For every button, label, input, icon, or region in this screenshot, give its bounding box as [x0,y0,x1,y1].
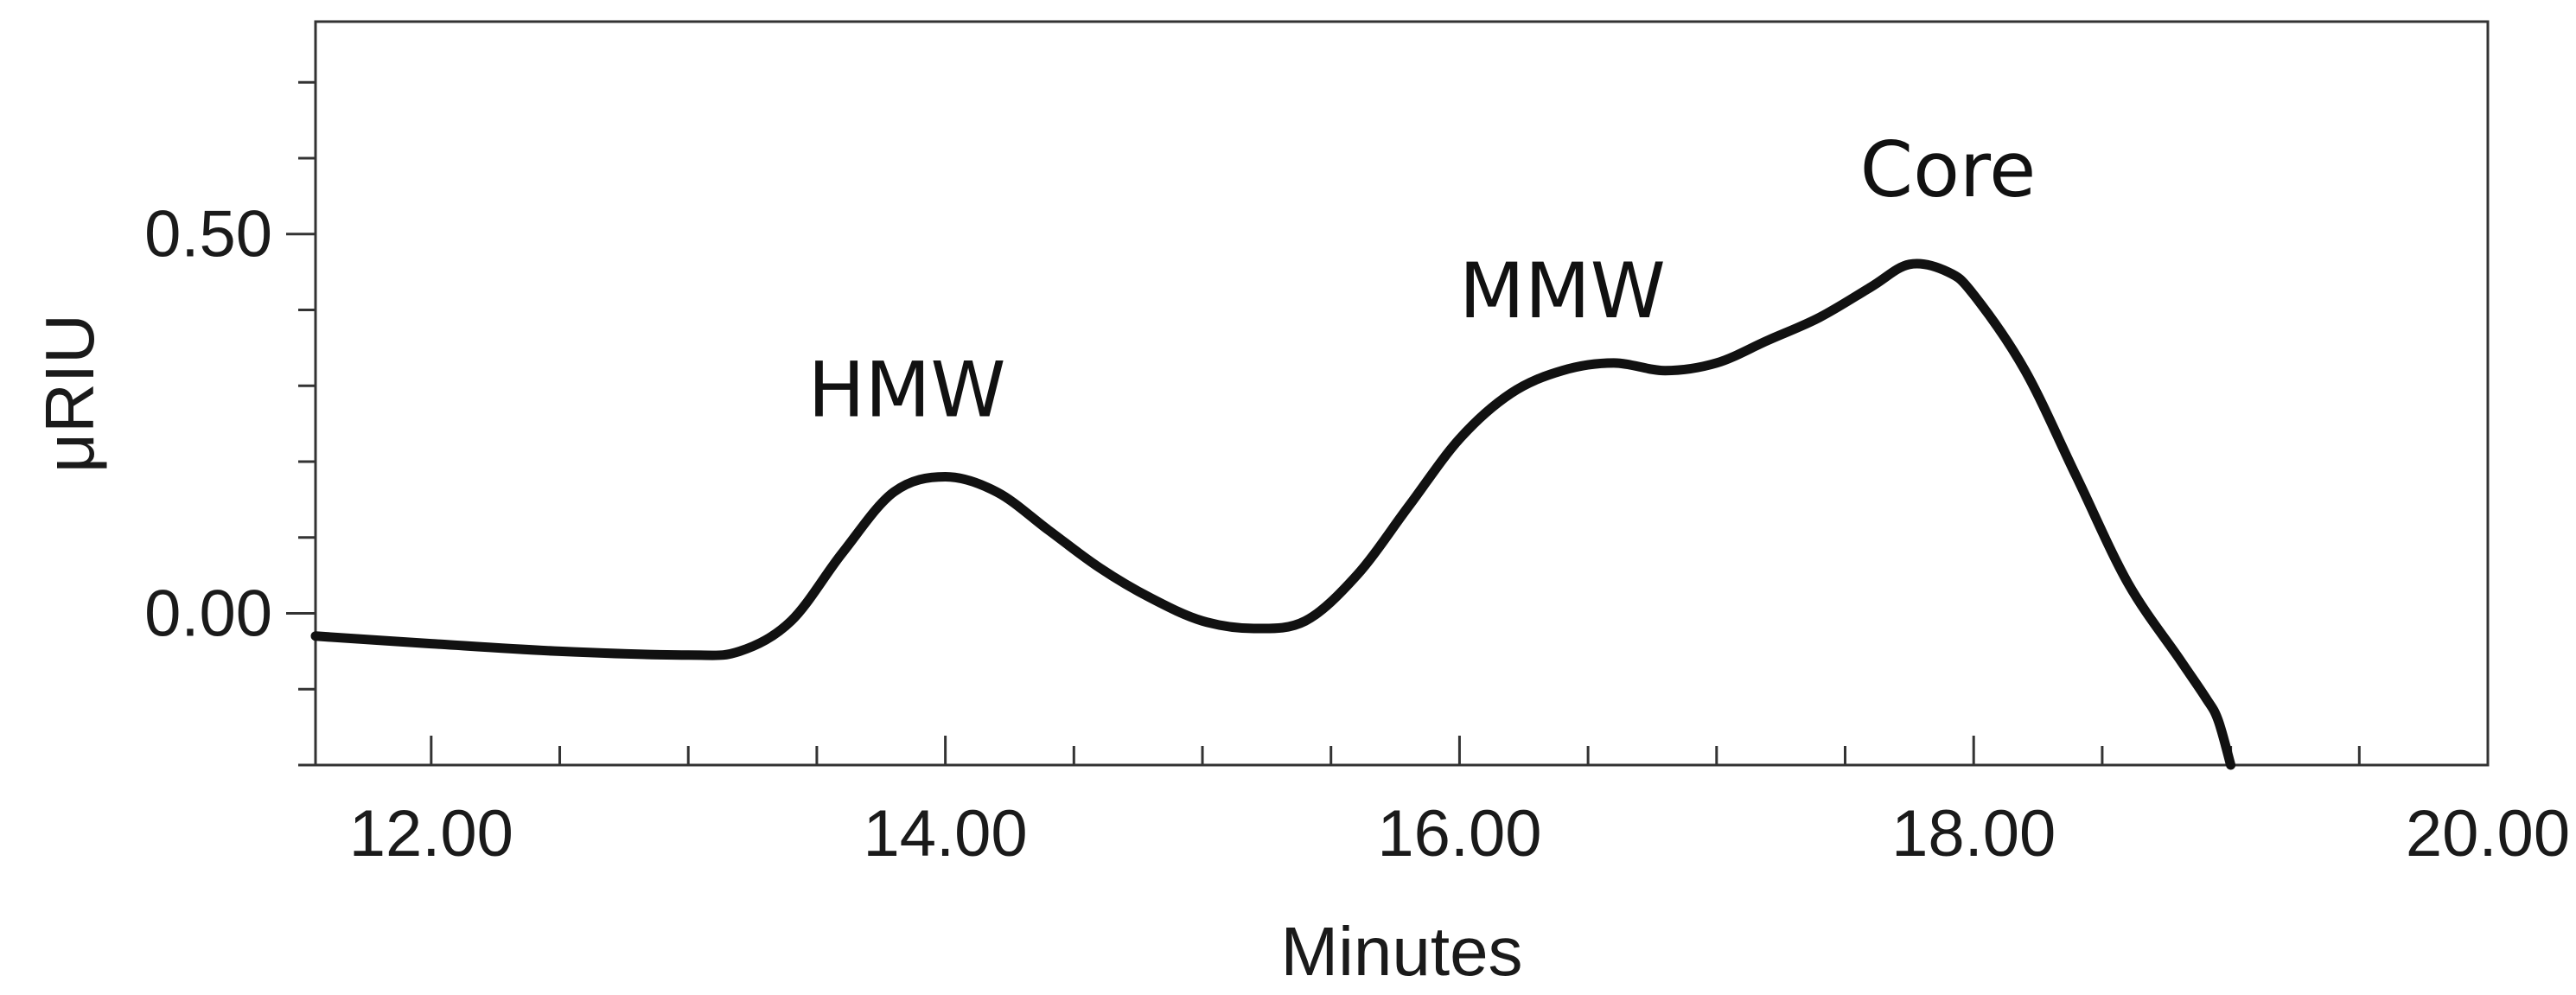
plot-frame [314,20,2490,767]
axis-ticks [286,80,2490,767]
y-axis-title: μRIU [31,314,108,473]
x-tick-label: 14.00 [864,797,1028,871]
y-tick-label: 0.00 [144,577,272,650]
x-tick-label: 12.00 [349,797,513,871]
series-line [310,258,2236,770]
x-tick-label: 20.00 [2406,797,2570,871]
x-tick-label: 16.00 [1377,797,1541,871]
x-tick-label: 18.00 [1891,797,2056,871]
tick-labels: 12.00 14.00 16.00 18.00 20.00 0.00 0.50 [144,198,2570,871]
peak-annotations: HMW MMW Core [807,125,2036,434]
peak-label: MMW [1459,246,1666,335]
x-axis-title: Minutes [1280,913,1522,990]
y-tick-label: 0.50 [144,198,272,271]
peak-label: HMW [807,345,1005,434]
peak-label: Core [1860,125,2037,214]
